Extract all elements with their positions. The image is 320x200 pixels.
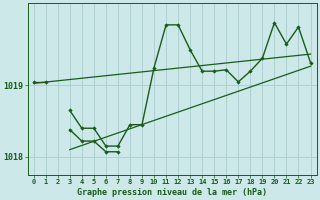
X-axis label: Graphe pression niveau de la mer (hPa): Graphe pression niveau de la mer (hPa) [77,188,267,197]
